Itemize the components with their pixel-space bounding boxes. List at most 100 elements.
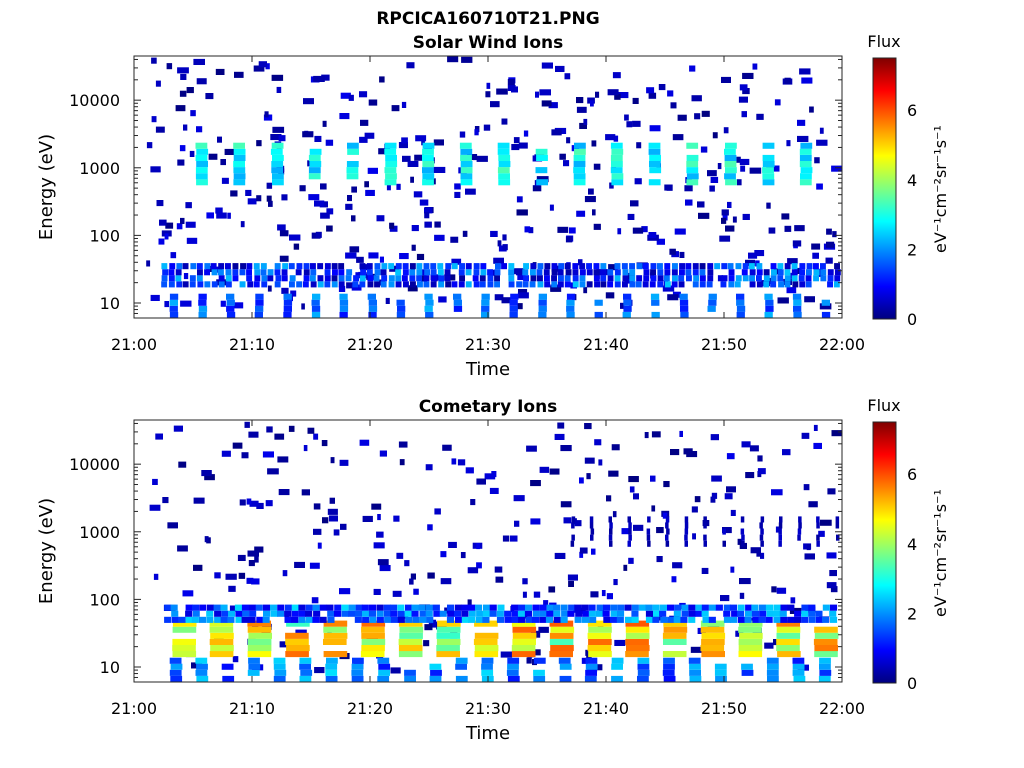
y-tick-label: 100 [89,226,120,245]
heatmap-cell [764,642,774,649]
heatmap-cell [776,587,787,594]
heatmap-cell [380,281,387,288]
heatmap-cell [245,189,252,196]
heatmap-cell [584,457,595,464]
heatmap-cell [536,179,548,186]
heatmap-cell [251,578,260,585]
heatmap-cell [525,604,533,611]
y-axis-label: Energy (eV) [36,134,57,240]
heatmap-cell [665,522,669,529]
heatmap-cell [348,94,354,101]
heatmap-cell [405,604,413,611]
heatmap-cell [780,604,788,611]
heatmap-cell [555,65,565,72]
heatmap-cell [473,263,480,270]
heatmap-cell [512,632,537,639]
heatmap-cell [710,434,719,441]
heatmap-cell [326,657,338,664]
heatmap-cell [179,90,187,97]
heatmap-cell [688,616,696,623]
heatmap-cell [206,616,214,623]
heatmap-cell [525,616,533,623]
heatmap-cell [396,299,405,306]
heatmap-cell [367,293,376,300]
heatmap-cell [636,142,642,149]
heatmap-cell [533,591,541,598]
heatmap-cell [679,251,685,258]
heatmap-cell [474,620,498,627]
heatmap-cell [539,604,547,611]
heatmap-cell [734,281,741,288]
y-tick-label: 1000 [79,523,120,542]
heatmap-cell [831,165,843,172]
heatmap-cell [430,263,437,270]
heatmap-cell [656,238,665,245]
heatmap-cell [399,632,423,639]
heatmap-cell [308,154,321,161]
heatmap-cell [360,651,385,658]
heatmap-cell [591,140,597,147]
heatmap-cell [496,610,504,617]
heatmap-cell [222,675,235,682]
heatmap-cell [625,626,650,633]
heatmap-cell [274,263,281,270]
heatmap-cell [700,645,725,652]
heatmap-cell [206,604,214,611]
heatmap-cell [485,91,491,98]
heatmap-cell [227,212,231,219]
heatmap-cell [169,311,179,318]
heatmap-cell [389,265,400,272]
heatmap-cell [737,604,745,611]
heatmap-cell [299,663,311,670]
heatmap-cell [261,275,268,282]
heatmap-cell [776,626,801,633]
heatmap-cell [566,299,575,306]
heatmap-cell [225,263,231,270]
heatmap-cell [684,540,688,547]
heatmap-cell [376,616,384,623]
heatmap-cell [462,230,468,237]
heatmap-cell [481,657,494,664]
heatmap-cell [673,616,681,623]
heatmap-cell [461,604,469,611]
heatmap-cell [416,253,425,260]
heatmap-cell [623,564,628,571]
heatmap-cell [578,259,583,266]
heatmap-cell [762,161,775,168]
heatmap-cell [624,114,629,121]
heatmap-cell [818,530,825,537]
heatmap-cell [371,503,382,510]
heatmap-cell [190,110,196,117]
heatmap-cell [557,281,564,288]
heatmap-cell [444,269,451,276]
heatmap-cell [299,185,306,192]
heatmap-cell [794,225,805,232]
heatmap-cell [180,73,187,80]
heatmap-cell [494,269,501,276]
heatmap-cell [741,540,745,547]
heatmap-cell [234,604,242,611]
heatmap-cell [517,292,529,299]
heatmap-cell [305,610,313,617]
heatmap-cell [254,269,261,276]
heatmap-cell [379,256,384,263]
heatmap-cell [460,167,473,174]
heatmap-cell [422,154,434,161]
heatmap-cell [351,186,357,193]
heatmap-cell [686,142,699,149]
colorbar-tick-label: 0 [907,310,917,329]
heatmap-cell [489,610,497,617]
heatmap-cell [715,604,723,611]
heatmap-cell [773,604,781,611]
heatmap-cell [708,299,717,306]
heatmap-cell [770,281,777,288]
x-tick-label: 21:30 [465,699,511,718]
heatmap-cell [421,139,425,146]
heatmap-cell [787,258,798,265]
heatmap-cell [728,281,735,288]
heatmap-cell [164,233,169,240]
heatmap-cell [672,263,678,270]
heatmap-cell [351,284,362,291]
heatmap-cell [267,285,272,292]
